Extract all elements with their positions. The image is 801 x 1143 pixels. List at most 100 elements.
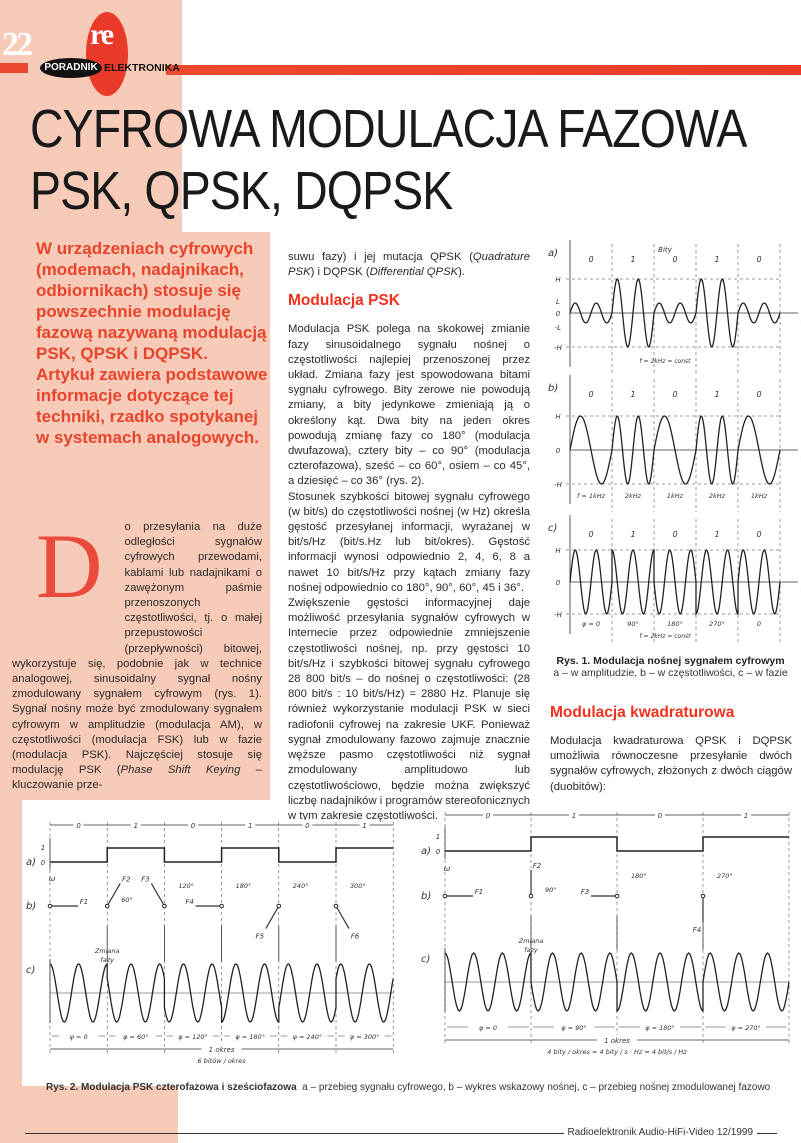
vector-label: F2 bbox=[533, 862, 542, 870]
panel-label: a) bbox=[548, 248, 558, 259]
bit-label: 1 bbox=[630, 255, 635, 264]
label-bg bbox=[597, 1035, 637, 1044]
label-bg bbox=[302, 820, 313, 829]
frequency-label: 2kHz bbox=[709, 492, 726, 500]
bit-label: 1 bbox=[248, 822, 252, 830]
phasor-origin bbox=[700, 893, 706, 899]
panel-label: a) bbox=[421, 846, 431, 857]
period-label: 1 okres bbox=[209, 1046, 235, 1054]
phasor-origin bbox=[219, 903, 224, 909]
level-label: H bbox=[555, 413, 561, 421]
angle-label: 120° bbox=[178, 882, 194, 890]
vector-label: F1 bbox=[80, 898, 88, 906]
phase-label: φ = 60° bbox=[123, 1033, 148, 1041]
label-bg bbox=[569, 810, 579, 819]
phase-label: 180° bbox=[667, 620, 683, 628]
figure-2-caption: Rys. 2. Modulacja PSK czterofazowa i sze… bbox=[46, 1082, 771, 1093]
label-bg bbox=[468, 1022, 508, 1031]
column-3: Modulacja kwadraturowa Modulacja kwadrat… bbox=[550, 704, 792, 795]
note: f = 2kHz = const bbox=[640, 358, 692, 365]
label-bg bbox=[173, 1031, 213, 1040]
bit-label: 1 bbox=[362, 822, 366, 830]
bit-label: 0 bbox=[756, 390, 761, 399]
change-label: fazy bbox=[524, 946, 538, 954]
vector-label: F6 bbox=[351, 933, 360, 941]
body-text: Modulacja kwadraturowa QPSK i DQPSK umoż… bbox=[550, 735, 792, 793]
label-bg bbox=[188, 820, 198, 829]
bit-label: 0 bbox=[588, 530, 593, 539]
label-bg bbox=[201, 1044, 242, 1053]
digital-signal bbox=[445, 836, 789, 852]
label-bg bbox=[287, 1031, 328, 1040]
header-bar bbox=[166, 65, 801, 75]
label-bg bbox=[554, 1022, 594, 1031]
density-label: 4 bity / okres = 4 bity / s · Hz = 4 bit… bbox=[547, 1048, 687, 1056]
bit-label: 0 bbox=[588, 255, 593, 264]
level-label: -H bbox=[554, 481, 563, 489]
body-text: o przesyłania na duże odległości sygnałó… bbox=[12, 521, 262, 792]
frequency-label: 1kHz bbox=[751, 492, 768, 500]
level-label: 0 bbox=[556, 447, 561, 455]
column-2: suwu fazy) i jej mutacja QPSK (Quadratur… bbox=[288, 250, 530, 824]
angle-label: 90° bbox=[545, 886, 557, 894]
bit-label: 0 bbox=[672, 530, 677, 539]
bit-label: 1 bbox=[630, 530, 635, 539]
footer-rule bbox=[25, 1133, 777, 1134]
label-bg bbox=[245, 820, 256, 829]
level-label: 0 bbox=[556, 579, 561, 587]
bit-label: 0 bbox=[486, 812, 491, 820]
pink-panel bbox=[0, 232, 270, 800]
pink-panel bbox=[0, 800, 22, 1143]
phase-label: φ = 0 bbox=[479, 1024, 497, 1032]
panel-label: c) bbox=[421, 954, 430, 965]
label-bg bbox=[230, 1031, 271, 1040]
angle-label: 300° bbox=[350, 882, 366, 890]
bit-label: 0 bbox=[76, 822, 81, 830]
phasor-origin bbox=[333, 903, 339, 909]
bit-label: 0 bbox=[756, 530, 761, 539]
body-text: Modulacja PSK polega na skokowej zmianie… bbox=[288, 323, 530, 488]
frequency-label: 1kHz bbox=[667, 492, 684, 500]
bit-label: 0 bbox=[756, 255, 761, 264]
footer-text: Radioelektronik Audio-HiFi-Video 12/1999 bbox=[563, 1127, 757, 1138]
level-label: -H bbox=[554, 344, 563, 352]
section-pill: PORADNIK bbox=[40, 58, 102, 78]
body-text: suwu fazy) i jej mutacja QPSK (Quadratur… bbox=[288, 251, 530, 279]
vector-label: F5 bbox=[256, 933, 265, 941]
logo: re bbox=[86, 12, 128, 96]
figure-2: a)b)c)0 1 0 1 0 110ωF1F260°F3120°F4180°F5240°… bbox=[26, 810, 790, 1065]
phasor-origin bbox=[614, 893, 620, 899]
level-label: H bbox=[555, 276, 561, 284]
carrier-waveform bbox=[569, 415, 781, 485]
vector-label: F1 bbox=[475, 888, 483, 896]
bit-label: 0 bbox=[191, 822, 196, 830]
vector-label: F4 bbox=[185, 898, 193, 906]
bits-title: Bity bbox=[658, 246, 672, 254]
label-bg bbox=[741, 810, 751, 819]
level-label: -H bbox=[554, 611, 563, 619]
phase-label: φ = 180° bbox=[235, 1033, 265, 1041]
digital-signal bbox=[50, 847, 394, 863]
bit-label: 1 bbox=[714, 255, 719, 264]
psk-waveform bbox=[49, 962, 394, 1024]
angle-label: 240° bbox=[293, 882, 309, 890]
tick-label: 0 bbox=[436, 848, 441, 856]
panel-label: c) bbox=[26, 965, 35, 976]
phase-label: φ = 90° bbox=[561, 1024, 586, 1032]
pink-panel bbox=[0, 1086, 178, 1143]
phasor-vector bbox=[106, 883, 121, 907]
angle-label: 180° bbox=[236, 882, 252, 890]
bit-label: 1 bbox=[134, 822, 138, 830]
body-text: Stosunek szybkości bitowej sygnału cyfro… bbox=[288, 490, 530, 594]
panel-label: a) bbox=[26, 857, 36, 868]
label-bg bbox=[115, 1031, 156, 1040]
header-bar bbox=[0, 63, 28, 73]
phase-label: 0 bbox=[757, 620, 761, 628]
bit-label: 1 bbox=[572, 812, 576, 820]
tick-label: 0 bbox=[41, 859, 46, 867]
change-label: Zmiana bbox=[94, 947, 120, 955]
change-label: Zmiana bbox=[518, 937, 544, 945]
label-bg bbox=[640, 1022, 680, 1031]
body-text: Zwiększenie gęstości informacyjnej daje … bbox=[288, 597, 530, 822]
phase-label: φ = 270° bbox=[731, 1024, 761, 1032]
